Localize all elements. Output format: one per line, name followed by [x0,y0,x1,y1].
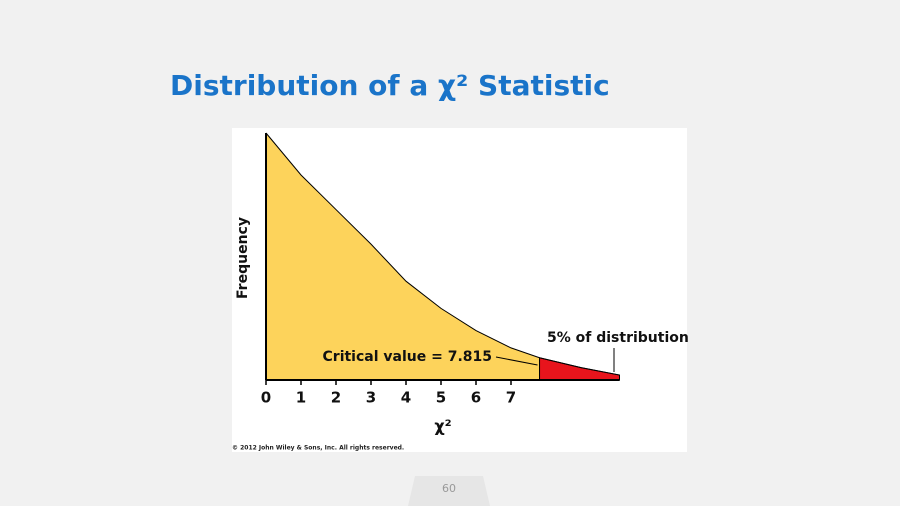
annotation-tail: 5% of distribution [547,330,689,346]
annotation-leader [495,356,538,366]
x-tick-label: 4 [401,389,411,407]
x-tick-label: 2 [331,389,341,407]
x-tick-label: 7 [506,389,516,407]
x-tick-label: 6 [471,389,481,407]
x-tick-label: 5 [436,389,446,407]
copyright: © 2012 John Wiley & Sons, Inc. All right… [232,445,404,452]
annotation-critical: Critical value = 7.815 [323,349,492,365]
slide-title: Distribution of a χ² Statistic [170,69,610,102]
page-tab [408,476,490,506]
y-axis-label: Frequency [235,217,251,299]
x-tick-label: 0 [261,389,271,407]
x-tick-label: 3 [366,389,376,407]
page-number: 60 [442,482,456,495]
area-body [266,133,540,380]
density-curve [265,132,620,376]
x-axis-label: χ² [434,417,451,436]
x-tick-label: 1 [296,389,306,407]
